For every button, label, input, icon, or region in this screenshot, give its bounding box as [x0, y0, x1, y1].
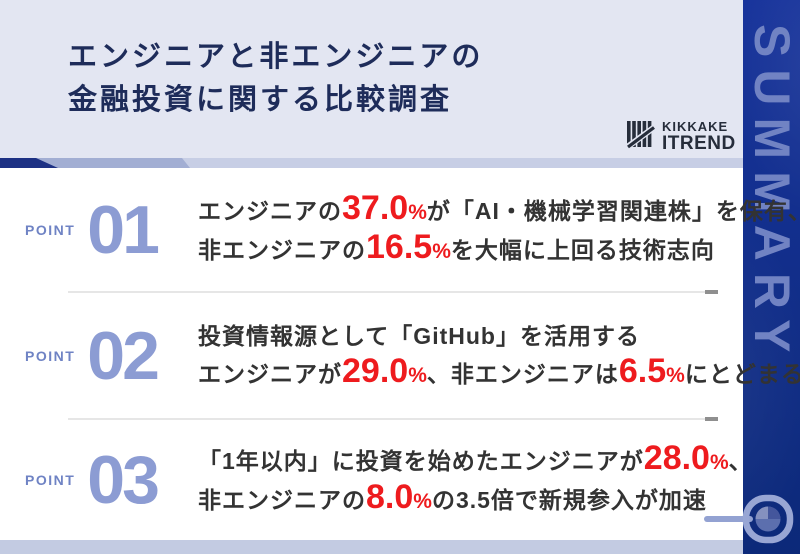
point-row-2: POINT 02 投資情報源として「GitHub」を活用する エンジニアが29.…: [0, 292, 800, 419]
point-3-line-1: 「1年以内」に投資を始めたエンジニアが28.0%、: [198, 438, 753, 480]
text-segment: 非エンジニアの: [198, 237, 366, 263]
point-badge-1: POINT 01: [25, 192, 160, 268]
text-segment: 、非エンジニアは: [426, 360, 619, 387]
text-segment: 、: [728, 447, 753, 474]
point-number: 02: [87, 317, 160, 394]
text-segment: の3.5倍で新規参入が加速: [431, 486, 707, 513]
logo-text-bottom: ITREND: [662, 133, 736, 154]
text-segment: を大幅に上回る技術志向: [450, 237, 715, 263]
point-2-line-1: 投資情報源として「GitHub」を活用する: [198, 319, 800, 354]
summary-sidebar: [743, 0, 800, 554]
point-2-line-2: エンジニアが29.0%、非エンジニアは6.5%にとどまる: [198, 351, 800, 393]
point-badge-2: POINT 02: [25, 317, 160, 394]
point-number: 01: [87, 192, 160, 268]
header: エンジニアと非エンジニアの 金融投資に関する比較調査 KIKKAKE ITREN…: [0, 0, 743, 158]
text-segment: エンジニアの: [198, 198, 342, 224]
page-title-line1: エンジニアと非エンジニアの: [68, 41, 484, 73]
highlight-number: 8.0: [366, 477, 414, 516]
divider-segment-light: [0, 158, 743, 168]
text-segment: にとどまる: [684, 360, 800, 387]
point-text-1: エンジニアの37.0%が「AI・機械学習関連株」を保有、 非エンジニアの16.5…: [198, 191, 800, 269]
point-badge-3: POINT 03: [25, 441, 160, 518]
point-3-line-2: 非エンジニアの8.0%の3.5倍で新規参入が加速: [198, 477, 753, 519]
point-text-2: 投資情報源として「GitHub」を活用する エンジニアが29.0%、非エンジニア…: [198, 319, 800, 393]
logo-text-top: KIKKAKE: [662, 119, 729, 134]
kikkake-itrend-logo: KIKKAKE ITREND: [624, 118, 736, 155]
text-segment: 投資情報源として「GitHub」を活用する: [198, 322, 640, 349]
point-row-1: POINT 01 エンジニアの37.0%が「AI・機械学習関連株」を保有、 非エ…: [0, 168, 800, 292]
header-divider-band: [0, 158, 743, 168]
highlight-number: 16.5: [366, 228, 433, 266]
divider-segment-navy: [0, 158, 58, 168]
divider-segment-mid: [0, 158, 190, 168]
percent-sign: %: [666, 363, 685, 387]
point-1-line-1: エンジニアの37.0%が「AI・機械学習関連株」を保有、: [198, 191, 800, 230]
point-text-3: 「1年以内」に投資を始めたエンジニアが28.0%、 非エンジニアの8.0%の3.…: [198, 438, 753, 519]
point-label: POINT: [25, 471, 76, 488]
page-title: エンジニアと非エンジニアの 金融投資に関する比較調査: [68, 36, 483, 122]
lens-target-icon: [700, 492, 797, 544]
highlight-number: 6.5: [618, 351, 667, 390]
summary-vertical-label: SUMMARY: [744, 24, 800, 365]
point-number: 03: [87, 441, 160, 518]
point-row-3: POINT 03 「1年以内」に投資を始めたエンジニアが28.0%、 非エンジニ…: [0, 419, 752, 540]
page-title-line2: 金融投資に関する比較調査: [68, 84, 453, 116]
text-segment: エンジニアが: [198, 360, 342, 387]
row-divider: [68, 290, 718, 294]
highlight-number: 28.0: [643, 438, 710, 477]
percent-sign: %: [408, 363, 427, 387]
percent-sign: %: [709, 450, 729, 474]
row-divider: [68, 417, 718, 421]
point-label: POINT: [25, 347, 76, 364]
text-segment: が「AI・機械学習関連株」を保有、: [426, 198, 800, 224]
percent-sign: %: [413, 489, 432, 513]
text-segment: 「1年以内」に投資を始めたエンジニアが: [198, 447, 644, 474]
text-segment: 非エンジニアの: [198, 486, 366, 513]
percent-sign: %: [408, 201, 427, 224]
logo-text: KIKKAKE ITREND: [662, 120, 736, 153]
highlight-number: 37.0: [342, 189, 409, 227]
highlight-number: 29.0: [342, 351, 409, 390]
percent-sign: %: [432, 240, 451, 263]
point-label: POINT: [25, 222, 76, 238]
point-1-line-2: 非エンジニアの16.5%を大幅に上回る技術志向: [198, 230, 800, 269]
bottom-accent-bar: [0, 540, 743, 554]
bar-chart-trend-icon: [624, 118, 658, 155]
